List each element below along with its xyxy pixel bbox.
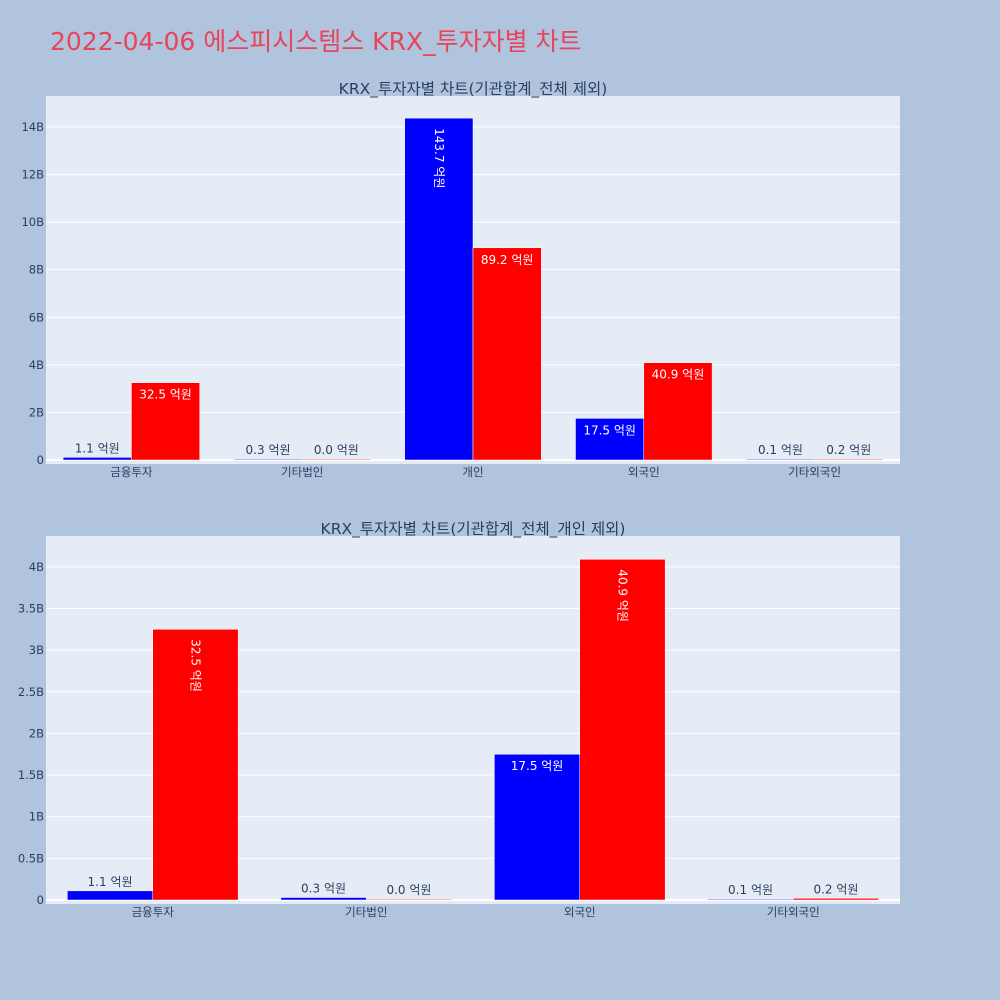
data-label: 40.9 억원 — [652, 368, 705, 382]
x-tick-label: 금융투자 — [110, 465, 153, 479]
bar — [301, 458, 371, 461]
chart-title: KRX_투자자별 차트(기관합계_전체_개인 제외) — [321, 520, 626, 539]
data-label: 89.2 억원 — [481, 253, 534, 267]
data-label: 0.1 억원 — [728, 883, 773, 897]
data-label: 0.0 억원 — [386, 883, 431, 897]
data-label: 40.9 억원 — [615, 569, 629, 622]
y-tick-label: 0 — [37, 893, 44, 907]
y-tick-label: 1B — [29, 810, 44, 824]
bar — [67, 890, 153, 901]
bar — [579, 559, 666, 901]
bar — [494, 753, 581, 901]
y-tick-label: 2B — [29, 726, 44, 740]
y-tick-label: 0.5B — [18, 851, 44, 865]
bar — [152, 629, 239, 901]
x-tick-label: 기타외국인 — [767, 905, 820, 919]
y-tick-label: 2B — [29, 405, 44, 419]
bar — [131, 382, 200, 461]
y-tick-label: 0 — [37, 453, 44, 467]
y-tick-label: 2.5B — [18, 685, 44, 699]
y-tick-label: 1.5B — [18, 768, 44, 782]
data-label: 1.1 억원 — [88, 875, 133, 889]
bar — [793, 898, 879, 901]
data-label: 143.7 억원 — [432, 128, 446, 188]
y-tick-label: 14B — [21, 120, 44, 134]
y-tick-label: 12B — [21, 168, 44, 182]
y-tick-label: 8B — [29, 263, 44, 277]
y-tick-label: 4B — [29, 358, 44, 372]
chart-title: KRX_투자자별 차트(기관합계_전체 제외) — [339, 80, 608, 99]
chart-2: 0 0.5B 1B 1.5B 2B 2.5B 3B 3.5B 4B KRX_투자자별 차트(기관합… — [18, 520, 900, 919]
x-tick-label: 금융투자 — [132, 905, 175, 919]
data-label: 17.5 억원 — [583, 423, 636, 437]
bar — [62, 457, 132, 461]
x-tick-label: 기타외국인 — [788, 465, 841, 479]
x-tick-label: 외국인 — [628, 465, 660, 479]
data-label: 0.2 억원 — [826, 443, 871, 457]
x-tick-label: 기타법인 — [281, 465, 323, 479]
data-label: 0.1 억원 — [758, 443, 803, 457]
data-label: 17.5 억원 — [511, 759, 564, 773]
bar — [366, 898, 452, 901]
bar — [814, 458, 884, 461]
x-tick-label: 외국인 — [564, 905, 596, 919]
bar — [746, 458, 815, 461]
data-label: 0.2 억원 — [813, 882, 858, 896]
data-label: 1.1 억원 — [75, 441, 120, 455]
bar — [707, 898, 794, 901]
x-tick-label: 기타법인 — [345, 905, 387, 919]
x-tick-label: 개인 — [462, 465, 483, 479]
data-label: 32.5 억원 — [139, 388, 192, 402]
page-title: 2022-04-06 에스피시스템스 KRX_투자자별 차트 — [50, 27, 582, 56]
y-tick-label: 4B — [29, 560, 44, 574]
y-tick-label: 10B — [21, 215, 44, 229]
data-label: 0.3 억원 — [246, 443, 291, 457]
y-tick-label: 6B — [29, 310, 44, 324]
y-tick-label: 3B — [29, 643, 44, 657]
chart-1: 0 2B 4B 6B 8B 10B 12B 14B KRX_투자자별 차트(기관합계_전체 제외… — [21, 80, 900, 479]
bar — [280, 897, 367, 901]
data-label: 0.0 억원 — [314, 443, 359, 457]
data-label: 32.5 억원 — [188, 639, 202, 692]
data-label: 0.3 억원 — [301, 882, 346, 896]
bar — [472, 247, 542, 461]
bar — [233, 458, 303, 461]
y-tick-label: 3.5B — [18, 601, 44, 615]
bar — [643, 362, 713, 461]
bar — [575, 418, 645, 461]
